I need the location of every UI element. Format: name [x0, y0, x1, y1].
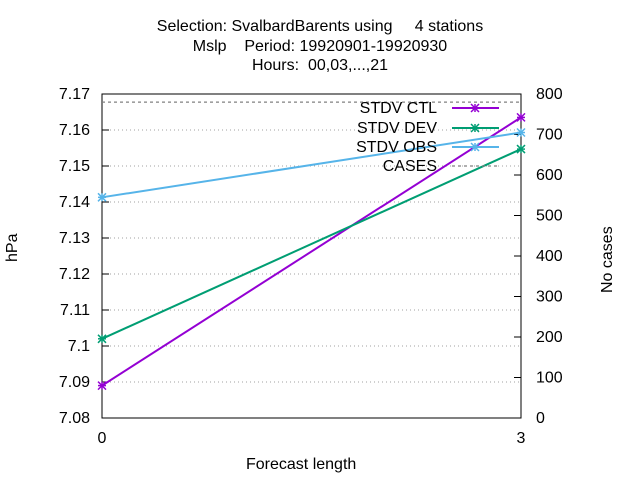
y2-tick-label: 200	[536, 329, 563, 346]
series-line-stdv-dev	[101, 148, 522, 340]
y2-tick-label: 0	[536, 410, 545, 427]
y-tick-label: 7.08	[59, 410, 90, 427]
y-tick-label: 7.15	[59, 158, 90, 175]
chart-title-line-2: Mslp Period: 19920901-19920930	[192, 38, 448, 55]
series-line-stdv-ctl	[101, 116, 522, 387]
y2-tick-label: 600	[536, 167, 563, 184]
data-point-stdv-obs	[516, 127, 526, 138]
legend-label-stdv-ctl: STDV CTL	[360, 100, 437, 117]
y-tick-label: 7.1	[68, 338, 90, 355]
legend-marker-stdv-obs	[470, 142, 480, 152]
x-axis-label: Forecast length	[246, 456, 357, 473]
legend-marker-stdv-dev	[470, 123, 480, 133]
data-point-stdv-ctl	[97, 381, 107, 391]
legend-label-stdv-dev: STDV DEV	[357, 120, 437, 137]
x-tick-label: 3	[517, 430, 526, 447]
legend-label-cases: CASES	[383, 158, 437, 175]
y-tick-label: 7.13	[59, 230, 90, 247]
y2-tick-label: 100	[536, 370, 563, 387]
y-tick-label: 7.09	[59, 374, 90, 391]
chart-title-line-3: Hours: 00,03,...,21	[251, 57, 389, 74]
y-tick-label: 7.11	[60, 302, 90, 319]
data-point-stdv-dev	[97, 334, 107, 344]
y2-tick-label: 700	[536, 127, 563, 144]
y-tick-label: 7.17	[59, 86, 90, 103]
y2-tick-label: 500	[536, 208, 563, 225]
y2-tick-label: 800	[536, 86, 563, 103]
legend-marker-stdv-ctl	[470, 103, 480, 113]
legend-label-stdv-obs: STDV OBS	[356, 139, 437, 156]
x-tick-label: 0	[98, 430, 107, 447]
y-tick-label: 7.12	[59, 266, 90, 283]
plot-frame	[101, 93, 522, 419]
data-point-stdv-dev	[516, 144, 526, 154]
y2-tick-label: 300	[536, 289, 563, 306]
y-tick-label: 7.14	[59, 194, 90, 211]
data-point-stdv-ctl	[516, 112, 526, 122]
chart-title-line-1: Selection: SvalbardBarents using 4 stati…	[156, 18, 484, 35]
series-line-stdv-obs	[101, 131, 522, 199]
data-point-stdv-obs	[97, 192, 107, 202]
y2-tick-label: 400	[536, 248, 563, 265]
y-tick-label: 7.16	[59, 122, 90, 139]
